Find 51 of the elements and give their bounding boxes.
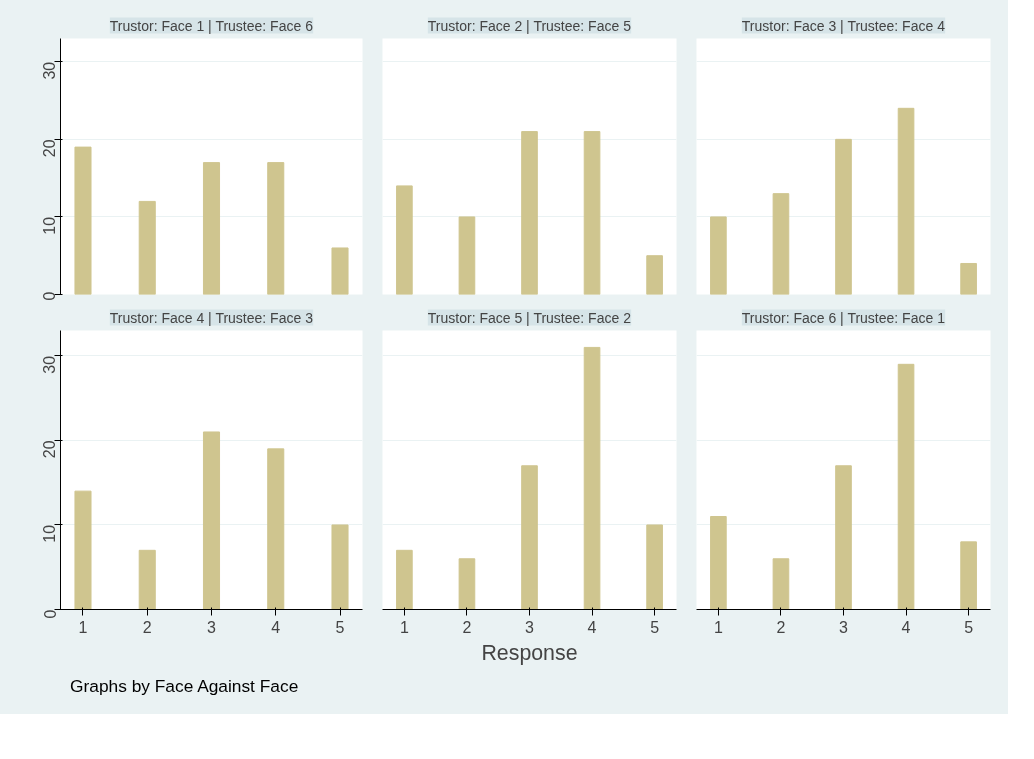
x-tick-label: 2 (462, 618, 472, 636)
y-tick-label: 20 (41, 440, 59, 459)
chart-title: Trustor: Face 3 | Trustee: Face 4 (741, 17, 946, 34)
x-tick-label: 1 (713, 618, 723, 636)
x-tick-label: 3 (839, 618, 849, 636)
chart-title: Trustor: Face 4 | Trustee: Face 3 (109, 309, 314, 326)
bar (897, 363, 915, 610)
y-tick-label: 30 (41, 355, 59, 374)
bar (458, 216, 476, 295)
bar (772, 193, 790, 295)
bar (960, 541, 977, 610)
y-tick-label: 0 (41, 609, 59, 619)
text: Graphs by Face Against Face (70, 675, 299, 698)
chart-title: Trustor: Face 6 | Trustee: Face 1 (741, 309, 946, 326)
bar (521, 465, 538, 610)
bar (583, 346, 601, 610)
chart-title: Trustor: Face 1 | Trustee: Face 6 (109, 17, 314, 34)
x-tick-label: 5 (335, 618, 345, 636)
chart-title: Trustor: Face 5 | Trustee: Face 2 (427, 309, 632, 326)
bar (646, 255, 663, 295)
bar (835, 465, 852, 610)
y-tick-label: 10 (41, 524, 59, 543)
x-tick-label: 3 (525, 618, 535, 636)
bar (897, 107, 915, 295)
x-tick-label: 4 (271, 618, 281, 636)
x-tick-label: 1 (78, 618, 88, 636)
bar (396, 549, 413, 610)
y-tick-label: 20 (41, 139, 59, 158)
bar (835, 138, 852, 295)
bar (458, 558, 476, 610)
y-tick-label: 0 (41, 291, 59, 301)
y-tick-label: 10 (41, 216, 59, 235)
bar (646, 524, 663, 610)
x-tick-label: 1 (399, 618, 409, 636)
x-tick-label: 2 (142, 618, 152, 636)
bar (710, 216, 727, 295)
bar (772, 558, 790, 610)
y-tick-label: 30 (41, 61, 59, 80)
bar (521, 131, 538, 295)
chart-title: Trustor: Face 2 | Trustee: Face 5 (427, 17, 632, 34)
x-tick-label: 4 (587, 618, 597, 636)
x-tick-label: 2 (776, 618, 786, 636)
x-axis-title: Response (481, 640, 578, 665)
x-tick-label: 5 (964, 618, 974, 636)
bar (396, 185, 413, 295)
bar (583, 131, 601, 295)
x-tick-label: 5 (650, 618, 660, 636)
x-tick-label: 3 (207, 618, 217, 636)
bar (960, 262, 977, 295)
bar (710, 516, 727, 610)
x-tick-label: 4 (901, 618, 911, 636)
